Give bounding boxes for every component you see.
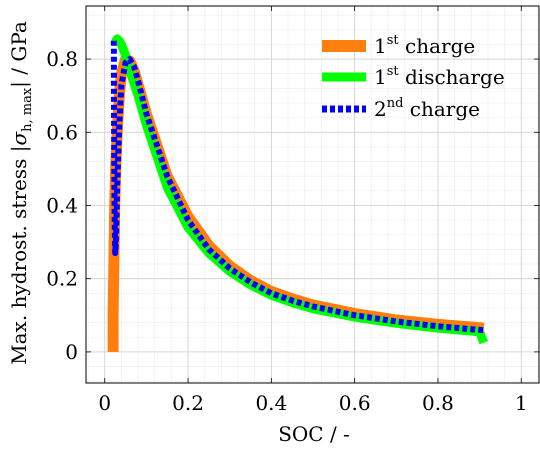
tick-marks bbox=[86, 6, 539, 383]
x-axis-label: SOC / - bbox=[278, 422, 350, 446]
legend-label-1st-discharge: 1st discharge bbox=[374, 64, 505, 89]
major-grid bbox=[86, 6, 540, 383]
y-axis-label-tail: | / GPa bbox=[7, 21, 32, 88]
legend-label-2nd-charge: 2nd charge bbox=[374, 96, 480, 121]
legend-entry-1st-discharge: 1st discharge bbox=[322, 64, 505, 89]
series-line-3 bbox=[110, 40, 485, 334]
y-tick-label: 0.8 bbox=[46, 47, 78, 71]
y-axis-label: Max. hydrost. stress |σh, max| / GPa bbox=[7, 21, 35, 365]
x-tick-label: 0 bbox=[98, 391, 111, 415]
x-tick-label: 1 bbox=[515, 391, 528, 415]
legend-label-sup: st bbox=[387, 64, 400, 79]
legend-label-rest: discharge bbox=[399, 65, 505, 89]
y-tick-label: 0.2 bbox=[46, 267, 78, 291]
legend-label-rest: charge bbox=[403, 97, 480, 121]
legend: 1st charge 1st discharge 2nd charge bbox=[322, 33, 505, 121]
y-axis-label-subscript: h, max bbox=[20, 87, 35, 132]
legend-label-base: 1 bbox=[374, 65, 387, 89]
x-tick-labels: 0 0.2 0.4 0.6 0.8 1 bbox=[98, 391, 527, 415]
legend-label-rest: charge bbox=[399, 34, 476, 58]
x-tick-label: 0.8 bbox=[422, 391, 454, 415]
y-tick-label: 0.6 bbox=[46, 120, 78, 144]
y-axis-label-main: Max. hydrost. stress | bbox=[7, 146, 32, 365]
y-tick-label: 0.4 bbox=[46, 193, 78, 217]
legend-label-base: 2 bbox=[374, 97, 387, 121]
legend-entry-2nd-charge: 2nd charge bbox=[322, 96, 480, 121]
legend-label-sup: st bbox=[387, 33, 400, 48]
legend-entry-1st-charge: 1st charge bbox=[322, 33, 475, 58]
x-tick-label: 0.4 bbox=[255, 391, 287, 415]
legend-label-1st-charge: 1st charge bbox=[374, 33, 475, 58]
x-tick-label: 0.6 bbox=[339, 391, 371, 415]
y-tick-label: 0 bbox=[65, 340, 78, 364]
legend-label-base: 1 bbox=[374, 34, 387, 58]
x-tick-label: 0.2 bbox=[172, 391, 204, 415]
y-tick-labels: 0 0.2 0.4 0.6 0.8 bbox=[46, 47, 78, 364]
axes-frame bbox=[85, 5, 540, 384]
series-layer bbox=[107, 34, 489, 352]
legend-label-sup: nd bbox=[387, 96, 404, 111]
y-axis-label-sigma: σ bbox=[7, 131, 31, 146]
